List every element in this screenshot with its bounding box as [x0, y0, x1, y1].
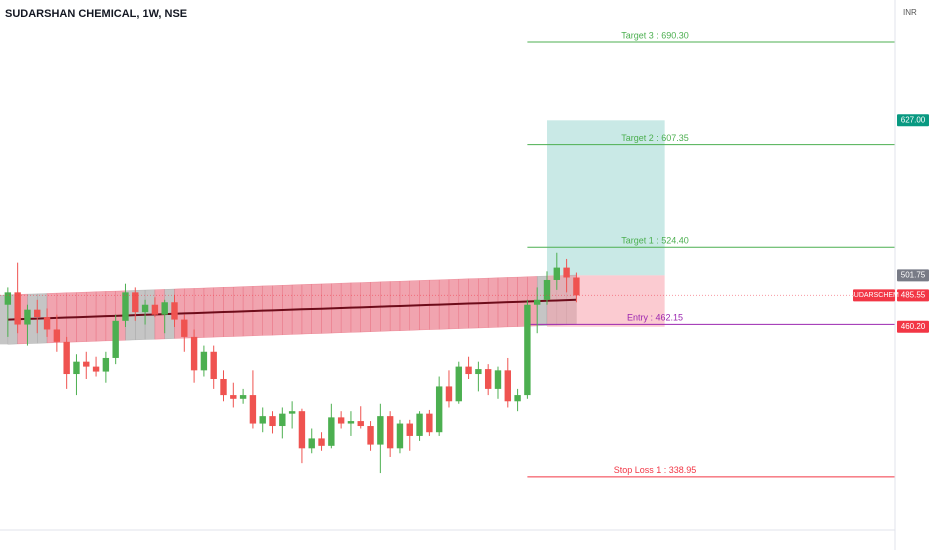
- candle-body: [171, 302, 178, 320]
- candle-body: [337, 417, 345, 424]
- candle-body: [553, 267, 561, 280]
- candle-body: [43, 317, 51, 330]
- price-label: 501.75: [901, 270, 926, 279]
- candle-body: [524, 304, 531, 396]
- candle-body: [230, 395, 237, 399]
- candle-body: [122, 292, 129, 321]
- candle-body: [494, 370, 502, 389]
- candle-body: [151, 304, 159, 315]
- candle-body: [416, 413, 423, 436]
- candle-body: [514, 395, 521, 402]
- level-label: Target 2 : 607.35: [621, 133, 689, 143]
- candle-body: [102, 357, 110, 372]
- candle-body: [357, 421, 364, 427]
- candle-body: [63, 341, 70, 375]
- currency: INR: [903, 8, 917, 17]
- candle-body: [563, 267, 570, 278]
- level-label: Target 3 : 690.30: [621, 30, 689, 40]
- candle-body: [181, 319, 188, 337]
- candle-body: [92, 366, 100, 372]
- candle-body: [377, 416, 384, 445]
- candle-body: [259, 416, 266, 424]
- candle-body: [200, 351, 208, 371]
- candle-body: [279, 413, 286, 427]
- envelope-band: [0, 294, 8, 345]
- candle-body: [465, 366, 472, 375]
- candle-body: [24, 309, 31, 325]
- candle-body: [484, 369, 492, 389]
- price-label-box: [897, 289, 929, 302]
- candle-body: [4, 292, 12, 305]
- candle-body: [504, 370, 511, 402]
- candle-body: [543, 279, 551, 300]
- price-label: 627.00: [901, 115, 926, 124]
- price-label: 485.55: [901, 290, 926, 299]
- candle-body: [112, 320, 119, 358]
- candle-body: [308, 438, 315, 449]
- candle-body: [445, 386, 453, 402]
- candle-body: [406, 423, 413, 436]
- candle-body: [475, 369, 482, 375]
- chart-title: SUDARSHAN CHEMICAL, 1W, NSE: [5, 8, 187, 20]
- candle-body: [73, 361, 80, 375]
- price-label-box: [897, 320, 929, 333]
- candle-body: [249, 395, 257, 424]
- candle-body: [328, 417, 335, 446]
- candle-body: [298, 411, 306, 449]
- candle-body: [386, 416, 394, 449]
- candle-body: [220, 378, 227, 396]
- level-label: Entry : 462.15: [627, 313, 683, 323]
- level-label: Stop Loss 1 : 338.95: [614, 465, 697, 475]
- candle-body: [210, 351, 217, 379]
- candle-body: [347, 421, 355, 424]
- candle-body: [318, 438, 325, 446]
- price-label: 460.20: [901, 322, 926, 331]
- candle-body: [190, 336, 198, 371]
- symbol-label: SUDARSCHEM: [849, 292, 899, 299]
- candle-body: [83, 361, 90, 367]
- candle-body: [396, 423, 404, 449]
- candle-body: [269, 416, 276, 427]
- candle-body: [533, 299, 541, 305]
- candle-body: [426, 413, 433, 433]
- candle-body: [435, 386, 443, 433]
- candle-body: [34, 309, 41, 318]
- price-label-box: [897, 269, 929, 282]
- candle-body: [367, 426, 374, 445]
- profit-zone: [546, 120, 665, 276]
- candle-body: [573, 277, 580, 296]
- candle-body: [455, 366, 462, 402]
- candle-body: [239, 395, 247, 399]
- candle-body: [288, 411, 296, 414]
- level-label: Target 1 : 524.40: [621, 236, 689, 246]
- candle-body: [14, 292, 21, 325]
- candle-body: [161, 302, 168, 315]
- candle-body: [141, 304, 149, 313]
- symbol-label-box: [853, 289, 895, 302]
- candle-body: [132, 292, 139, 313]
- price-label-box: [897, 114, 929, 127]
- candle-body: [53, 329, 61, 342]
- moving-average: [7, 298, 577, 321]
